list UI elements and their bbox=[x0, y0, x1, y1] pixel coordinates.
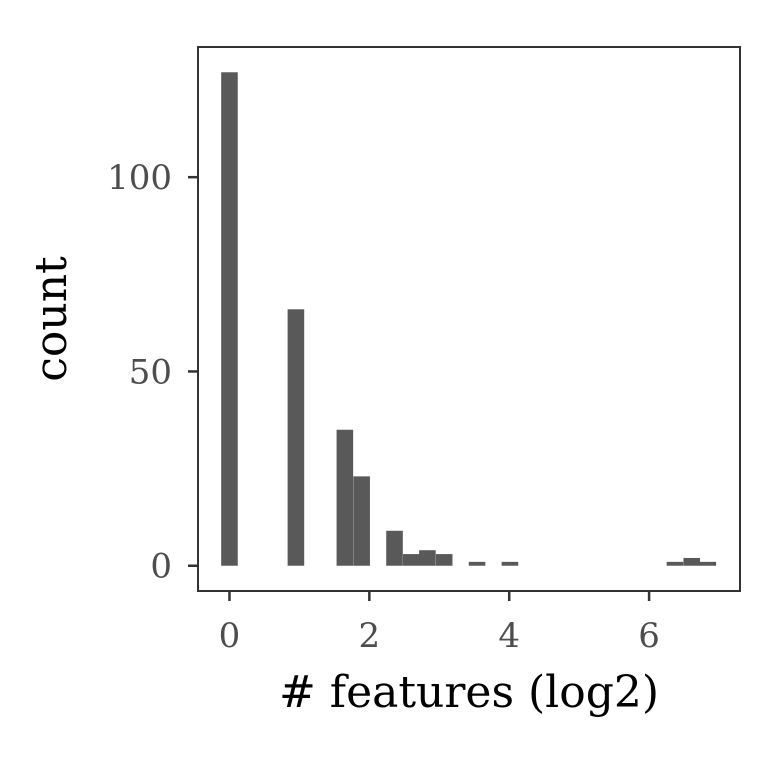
histogram-bar-6 bbox=[419, 550, 436, 566]
histogram-bar-12 bbox=[699, 561, 717, 566]
x-tick-label-3: 6 bbox=[638, 616, 660, 656]
histogram-bar-4 bbox=[386, 530, 403, 566]
y-tick-label-1: 50 bbox=[129, 352, 172, 392]
bars-group bbox=[221, 72, 717, 566]
y-tick-label-2: 100 bbox=[107, 158, 172, 198]
histogram-bar-0 bbox=[221, 72, 238, 566]
x-tick-label-2: 4 bbox=[498, 616, 520, 656]
histogram-bar-10 bbox=[666, 561, 684, 566]
y-axis: 0 50 100 bbox=[107, 158, 198, 587]
histogram-bar-8 bbox=[468, 561, 486, 566]
histogram-bar-9 bbox=[501, 561, 519, 566]
x-axis-title: # features (log2) bbox=[279, 667, 659, 718]
plot-panel-border bbox=[197, 46, 741, 592]
x-tick-label-0: 0 bbox=[219, 616, 241, 656]
histogram-bar-1 bbox=[287, 309, 305, 566]
x-tick-label-1: 2 bbox=[359, 616, 381, 656]
histogram-bar-5 bbox=[403, 554, 420, 566]
histogram-bar-11 bbox=[683, 557, 701, 566]
y-axis-title: count bbox=[26, 256, 77, 382]
y-tick-label-0: 0 bbox=[150, 547, 172, 587]
histogram-bar-3 bbox=[353, 476, 370, 566]
histogram-bar-7 bbox=[435, 554, 453, 566]
x-axis: 0 2 4 6 bbox=[219, 591, 660, 656]
histogram-bar-2 bbox=[336, 429, 354, 566]
